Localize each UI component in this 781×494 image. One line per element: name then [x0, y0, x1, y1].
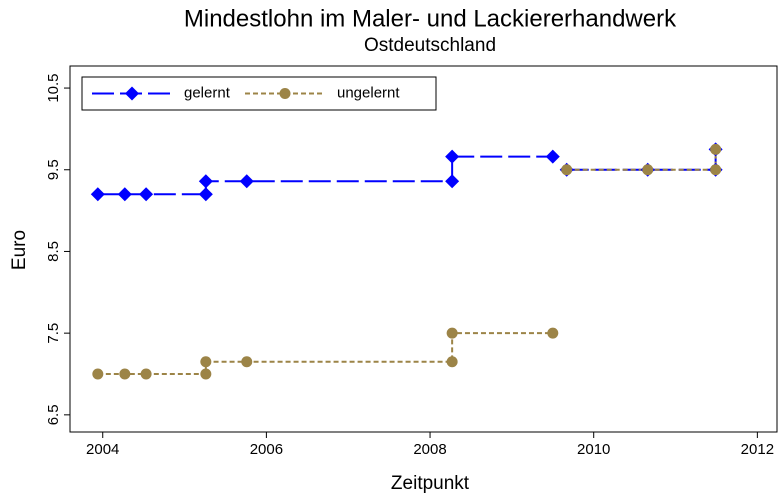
chart-title: Mindestlohn im Maler- und Lackiererhandw…: [184, 5, 677, 32]
marker: [125, 86, 139, 101]
marker: [561, 164, 573, 176]
x-tick-label: 2004: [86, 441, 119, 458]
marker: [446, 356, 458, 368]
x-axis-label: Zeitpunkt: [391, 473, 470, 494]
series-line: [97, 149, 717, 375]
marker: [140, 368, 152, 380]
marker: [445, 174, 460, 189]
marker: [200, 356, 212, 368]
marker: [446, 327, 458, 339]
legend-label: gelernt: [184, 84, 231, 101]
y-tick-label: 6.5: [45, 404, 62, 425]
y-axis-label: Euro: [9, 230, 30, 270]
marker: [200, 368, 212, 380]
x-tick-label: 2008: [413, 441, 446, 458]
marker: [710, 164, 722, 176]
marker: [642, 164, 654, 176]
marker: [90, 187, 105, 202]
marker: [445, 149, 460, 164]
plot-frame: [69, 65, 778, 433]
x-tick-label: 2006: [250, 441, 283, 458]
marker: [547, 327, 559, 339]
marker: [279, 88, 291, 99]
marker: [198, 187, 213, 202]
y-tick-label: 8.5: [45, 241, 62, 262]
legend: gelernt ungelernt: [81, 76, 437, 111]
marker: [239, 174, 254, 189]
legend-label: ungelernt: [337, 84, 400, 101]
marker: [545, 149, 560, 164]
legend-box: [81, 76, 437, 111]
marker: [92, 368, 104, 380]
marker: [139, 187, 154, 202]
y-tick-label: 10.5: [45, 73, 62, 102]
y-tick-label: 9.5: [45, 159, 62, 180]
chart-subtitle: Ostdeutschland: [364, 35, 496, 56]
marker: [117, 187, 132, 202]
marker: [710, 143, 722, 155]
marker: [198, 174, 213, 189]
x-tick-label: 2012: [741, 441, 774, 458]
series-line: [97, 149, 717, 196]
y-tick-label: 7.5: [45, 323, 62, 344]
x-tick-label: 2010: [577, 441, 610, 458]
marker: [119, 368, 131, 380]
marker: [241, 356, 253, 368]
